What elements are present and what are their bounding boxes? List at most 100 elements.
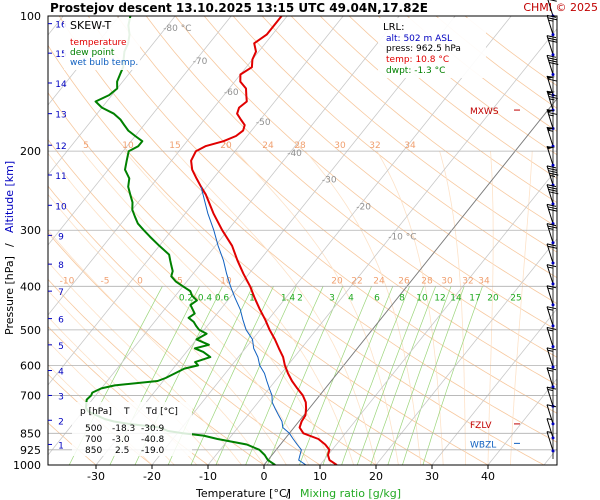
wind-barb-half xyxy=(548,114,554,117)
theta-e-label: 34 xyxy=(478,276,490,286)
wind-barb-dot xyxy=(551,163,555,167)
pressure-tick-label: 100 xyxy=(20,10,41,23)
wind-barb-staff xyxy=(547,0,554,17)
temperature-tick-label: 0 xyxy=(261,470,268,483)
wind-barb-half xyxy=(547,388,553,391)
temperature-tick-label: -30 xyxy=(87,470,105,483)
wind-barb xyxy=(546,306,557,328)
isotherm-line xyxy=(48,16,232,246)
wind-barb-half xyxy=(549,98,555,101)
wind-barb-half xyxy=(547,308,553,311)
wind-barb-half xyxy=(547,349,553,352)
wind-barb-full xyxy=(546,243,557,247)
altitude-tick-label: 1 xyxy=(58,441,64,451)
x-axis-title-mixing: Mixing ratio [g/kg] xyxy=(300,487,401,500)
lrl-dwpt: dwpt: -1.3 °C xyxy=(386,66,445,76)
wind-barb-dot xyxy=(551,385,555,389)
wind-barb-full xyxy=(546,347,557,351)
dry-adiabat-line xyxy=(174,16,557,331)
wind-barb-full xyxy=(548,208,558,212)
wind-barb-full xyxy=(546,35,557,39)
wind-barb-staff xyxy=(546,55,554,75)
wind-barb-staff xyxy=(546,431,554,451)
wind-barb-dot xyxy=(551,436,555,440)
wind-barb-staff xyxy=(546,264,554,285)
wind-barb-half xyxy=(547,287,553,290)
mixing-ratio-label: 20 xyxy=(487,293,499,303)
mixing-ratio-label: 25 xyxy=(510,293,521,303)
mixing-ratio-label: 8 xyxy=(399,293,405,303)
legend-heading: SKEW-T xyxy=(70,19,112,32)
altitude-tick-label: 6 xyxy=(58,316,64,326)
mixing-ratio-label: 12 xyxy=(434,293,445,303)
levels-header-t: T xyxy=(123,407,130,417)
altitude-tick-label: 13 xyxy=(55,111,66,121)
wind-barb-half xyxy=(547,329,553,332)
wind-barb xyxy=(546,285,557,307)
mixing-ratio-label: 1.4 xyxy=(281,293,296,303)
temperature-tick-label: 30 xyxy=(425,470,439,483)
wind-barb-full xyxy=(546,367,557,371)
wind-barb-full xyxy=(547,111,558,115)
mixing-ratio-label: 6 xyxy=(374,293,380,303)
altitude-tick-label: 3 xyxy=(58,392,64,402)
wind-barb-full xyxy=(547,245,557,249)
axes: MXWSFZLVWBZL1002003004005006007008509251… xyxy=(13,10,520,483)
chart-title: Prostejov descent 13.10.2025 13:15 UTC 4… xyxy=(50,1,428,15)
isotherm-line xyxy=(151,16,512,465)
theta-e-label: 24 xyxy=(373,276,385,286)
temperature-tick-label: 20 xyxy=(369,470,383,483)
wind-barb-staff xyxy=(546,386,554,407)
levels-row-t: -3.0 xyxy=(112,435,130,445)
pressure-tick-label: 850 xyxy=(20,427,41,440)
theta-e-label: 32 xyxy=(462,276,473,286)
isotherm-line xyxy=(48,16,344,386)
wind-barb-pennant xyxy=(547,146,555,150)
wind-barb-full xyxy=(548,95,558,99)
wind-barb-half xyxy=(547,129,554,132)
levels-row-p: 500 xyxy=(85,424,102,434)
altitude-tick-label: 9 xyxy=(58,232,64,242)
altitude-tick-label: 16 xyxy=(55,21,67,31)
plot-frame xyxy=(47,15,558,466)
wind-barb-dot xyxy=(551,422,555,426)
wind-barb-staff xyxy=(546,204,554,224)
mixing-ratio-label: 17 xyxy=(469,293,480,303)
wind-barb xyxy=(546,431,555,453)
altitude-tick-label: 8 xyxy=(58,261,64,271)
wind-barb-full xyxy=(546,184,557,188)
zero-isotherm-line xyxy=(263,98,557,465)
wind-barb-staff xyxy=(546,404,554,425)
pressure-tick-label: 300 xyxy=(20,224,41,237)
wind-barb-dot xyxy=(551,73,555,77)
wind-barb-pennant xyxy=(547,90,555,95)
y-axis-title-sep: / xyxy=(3,243,16,247)
altitude-tick-label: 10 xyxy=(55,202,67,212)
theta-e-label: 10 xyxy=(220,276,232,286)
altitude-tick-label: 11 xyxy=(55,172,66,182)
theta-e-label: 30 xyxy=(441,276,453,286)
wind-barb-staff xyxy=(546,184,554,204)
legend: SKEW-T temperature dew point wet bulb te… xyxy=(64,18,140,70)
theta-e-label: 10 xyxy=(122,141,134,151)
wind-barb-full xyxy=(547,167,557,171)
wind-barb-full xyxy=(546,404,557,408)
mixing-ratio-label: 10 xyxy=(416,293,428,303)
theta-e-label: 32 xyxy=(369,141,380,151)
legend-item-wet-bulb: wet bulb temp. xyxy=(70,58,138,68)
wind-barb-half xyxy=(547,266,553,269)
levels-row-td: -40.8 xyxy=(141,435,165,445)
isotherm-label: -40 xyxy=(287,149,302,159)
altitude-tick-label: 7 xyxy=(58,288,64,298)
wind-barb-staff xyxy=(546,306,554,327)
wind-barb-dot xyxy=(551,365,555,369)
wind-barb-full xyxy=(548,170,558,174)
levels-row-td: -30.9 xyxy=(141,424,165,434)
wind-barb-full xyxy=(549,0,557,2)
y-axis-title-pressure: Pressure [hPa] xyxy=(3,256,16,335)
x-axis-title-temperature: Temperature [°C] xyxy=(195,487,291,500)
wind-barb-staff xyxy=(546,367,554,388)
wind-barb-half xyxy=(546,431,553,434)
wind-barb-dot xyxy=(551,345,555,349)
dry-adiabat-line xyxy=(116,16,557,386)
